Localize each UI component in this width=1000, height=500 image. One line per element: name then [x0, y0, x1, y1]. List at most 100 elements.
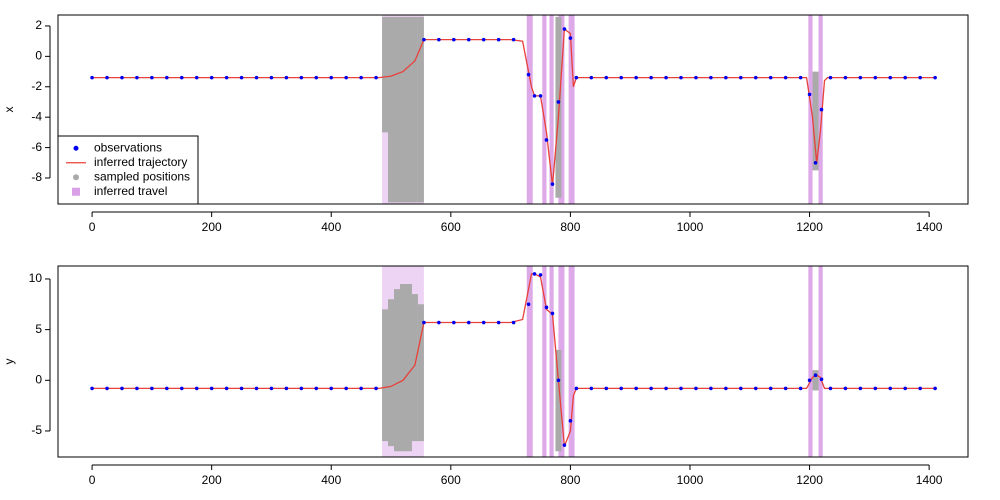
- observation: [150, 75, 154, 80]
- observation: [819, 107, 824, 112]
- observation: [604, 386, 609, 391]
- observation: [858, 75, 863, 80]
- observation: [828, 386, 833, 391]
- observation: [664, 75, 668, 80]
- observation: [105, 386, 109, 391]
- observation: [496, 37, 501, 42]
- observation: [679, 386, 683, 391]
- observation: [359, 386, 363, 391]
- observation: [556, 378, 561, 383]
- travel-band: [526, 15, 533, 204]
- observation: [568, 419, 573, 423]
- x-tick-label: 0: [89, 473, 96, 487]
- observation: [550, 182, 555, 186]
- travel-band: [526, 266, 533, 457]
- observation: [556, 100, 561, 104]
- observation: [526, 302, 531, 307]
- y-tick-label: 2: [35, 18, 42, 32]
- y-tick-label: 10: [29, 271, 43, 285]
- plot-area: [90, 15, 937, 204]
- observation: [299, 386, 304, 391]
- observation: [422, 320, 426, 325]
- observation: [828, 75, 833, 80]
- observation: [329, 386, 334, 391]
- x-tick-label: 0: [89, 220, 96, 234]
- observation: [374, 75, 378, 80]
- observation: [550, 311, 555, 316]
- observation: [694, 386, 698, 391]
- observation: [194, 75, 199, 80]
- legend-marker: [72, 187, 80, 196]
- observation: [374, 386, 378, 391]
- observation: [738, 75, 743, 80]
- observation: [843, 75, 848, 80]
- observation: [135, 75, 139, 80]
- observation: [709, 75, 713, 80]
- observation: [254, 386, 259, 391]
- observation: [344, 386, 348, 391]
- observation: [589, 75, 594, 80]
- observation: [90, 386, 94, 391]
- observation: [329, 75, 334, 80]
- x-tick-label: 400: [321, 473, 341, 487]
- observation: [466, 320, 471, 325]
- observation: [634, 386, 638, 391]
- observation: [224, 75, 229, 80]
- observation: [574, 75, 579, 80]
- y-tick-label: -6: [31, 140, 42, 154]
- observation: [526, 72, 531, 77]
- legend-label: inferred travel: [94, 184, 167, 198]
- travel-band: [542, 15, 547, 204]
- travel-band: [808, 266, 813, 457]
- observation: [918, 75, 922, 80]
- observation: [165, 75, 169, 80]
- y-tick-label: 0: [35, 49, 42, 63]
- observation: [452, 37, 456, 42]
- observation: [768, 75, 773, 80]
- observation: [105, 75, 109, 80]
- legend-label: inferred trajectory: [94, 155, 187, 169]
- observation: [544, 305, 549, 310]
- observation: [568, 36, 573, 40]
- plot-frame: [57, 14, 969, 205]
- observation: [466, 37, 471, 42]
- observation: [649, 75, 653, 80]
- travel-band: [568, 15, 575, 204]
- observation: [798, 386, 803, 391]
- observation: [239, 386, 244, 391]
- observation: [135, 386, 139, 391]
- observation: [903, 75, 908, 80]
- observation: [532, 94, 537, 98]
- legend-label: sampled positions: [94, 169, 190, 183]
- observation: [574, 386, 579, 391]
- panel: 0 200 400 600 800 1000 1200 1400 -5 0 5 10 y: [2, 265, 969, 487]
- observation: [858, 386, 863, 391]
- observation: [359, 75, 363, 80]
- observation: [933, 386, 937, 391]
- observation: [254, 75, 259, 80]
- y-axis-label: x: [2, 107, 16, 113]
- legend-marker: [73, 174, 79, 181]
- observation: [532, 272, 537, 276]
- observation: [209, 75, 214, 80]
- plot-frame: [57, 265, 969, 458]
- x-tick-label: 600: [441, 473, 461, 487]
- x-tick-label: 1400: [916, 473, 943, 487]
- observation: [194, 386, 199, 391]
- observation: [753, 75, 758, 80]
- observation: [437, 37, 441, 42]
- observation: [888, 386, 893, 391]
- x-tick-label: 1000: [677, 220, 704, 234]
- observation: [589, 386, 594, 391]
- observation: [344, 75, 348, 80]
- legend-marker: [73, 145, 79, 151]
- observation: [813, 160, 818, 165]
- y-tick-label: -5: [31, 423, 42, 437]
- observation: [783, 386, 788, 391]
- observation: [90, 75, 94, 80]
- observation: [562, 27, 567, 31]
- observation: [496, 320, 501, 325]
- x-tick-label: 1000: [677, 473, 704, 487]
- legend-label: observations: [94, 140, 162, 154]
